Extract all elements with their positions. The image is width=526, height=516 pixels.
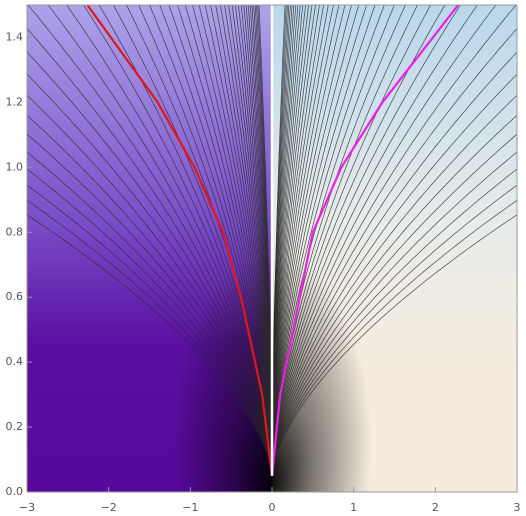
- contour-line: [27, 51, 273, 476]
- contour-line: [271, 5, 376, 476]
- x-tick-label: 2: [432, 501, 439, 514]
- contour-line: [192, 5, 273, 476]
- y-tick-label: 0.8: [6, 225, 24, 238]
- contour-line: [271, 51, 517, 476]
- y-tick-label: 1.2: [6, 95, 24, 108]
- contour-line: [271, 5, 517, 476]
- contour-line: [27, 151, 273, 476]
- y-tick-label: 0.0: [6, 485, 24, 498]
- curve: [270, 5, 460, 476]
- contour-line: [27, 114, 273, 476]
- curve: [86, 5, 274, 476]
- plot-area: [27, 5, 517, 492]
- contour-line: [27, 184, 273, 476]
- y-tick-label: 0.2: [6, 420, 24, 433]
- contour-line: [271, 5, 478, 476]
- contour-line: [83, 5, 273, 476]
- contour-line: [271, 5, 446, 476]
- contour-line: [271, 5, 340, 476]
- y-tick-label: 0.4: [6, 355, 24, 368]
- contour-line: [271, 28, 517, 476]
- x-tick-label: 1: [350, 501, 357, 514]
- contour-line: [271, 5, 461, 476]
- contour-line: [271, 214, 517, 476]
- contour-line: [149, 5, 273, 476]
- contour-line: [47, 5, 273, 476]
- y-tick-label: 1.0: [6, 160, 24, 173]
- contour-line: [271, 114, 517, 476]
- contour-line: [210, 5, 273, 476]
- contour-line: [177, 5, 273, 476]
- contour-line: [184, 5, 273, 476]
- contour-line: [271, 133, 517, 476]
- contour-line: [271, 5, 367, 476]
- contour-line: [271, 5, 334, 476]
- contour-line: [219, 5, 273, 476]
- contour-line: [27, 199, 273, 476]
- contour-line: [138, 5, 273, 476]
- contour-line: [204, 5, 273, 476]
- x-tick-label: 3: [514, 501, 521, 514]
- contour-line: [271, 5, 346, 476]
- y-tick-label: 0.6: [6, 290, 24, 303]
- contour-line: [271, 5, 431, 476]
- contour-line: [159, 5, 273, 476]
- contour-line: [27, 5, 273, 476]
- contour-line: [168, 5, 273, 476]
- contour-line: [27, 168, 273, 476]
- y-tick-label: 1.4: [6, 30, 24, 43]
- contour-line: [27, 28, 273, 476]
- contour-line: [271, 184, 517, 476]
- contour-line: [271, 168, 517, 476]
- x-tick-label: −3: [19, 501, 35, 514]
- x-tick-label: −1: [182, 501, 198, 514]
- contour-line: [27, 94, 273, 476]
- contour-line: [271, 5, 360, 476]
- contour-line: [27, 133, 273, 476]
- contour-line: [271, 5, 325, 476]
- contour-line: [271, 5, 385, 476]
- contour-line: [271, 199, 517, 476]
- contour-line: [27, 73, 273, 476]
- contour-line: [271, 94, 517, 476]
- contour-line: [27, 214, 273, 476]
- contour-line: [271, 73, 517, 476]
- contour-line: [271, 5, 352, 476]
- contour-line: [66, 5, 273, 476]
- x-tick-label: 0: [269, 501, 276, 514]
- x-tick-label: −2: [101, 501, 117, 514]
- contour-line: [198, 5, 273, 476]
- contour-line: [271, 151, 517, 476]
- contour-line: [271, 5, 497, 476]
